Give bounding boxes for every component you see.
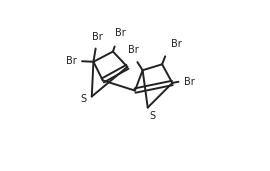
Text: Br: Br xyxy=(66,56,76,66)
Text: S: S xyxy=(80,94,87,104)
Text: Br: Br xyxy=(128,45,139,55)
Text: Br: Br xyxy=(184,77,195,87)
Text: Br: Br xyxy=(92,32,103,42)
Text: Br: Br xyxy=(171,38,181,49)
Text: Br: Br xyxy=(115,28,126,38)
Text: S: S xyxy=(149,111,155,121)
